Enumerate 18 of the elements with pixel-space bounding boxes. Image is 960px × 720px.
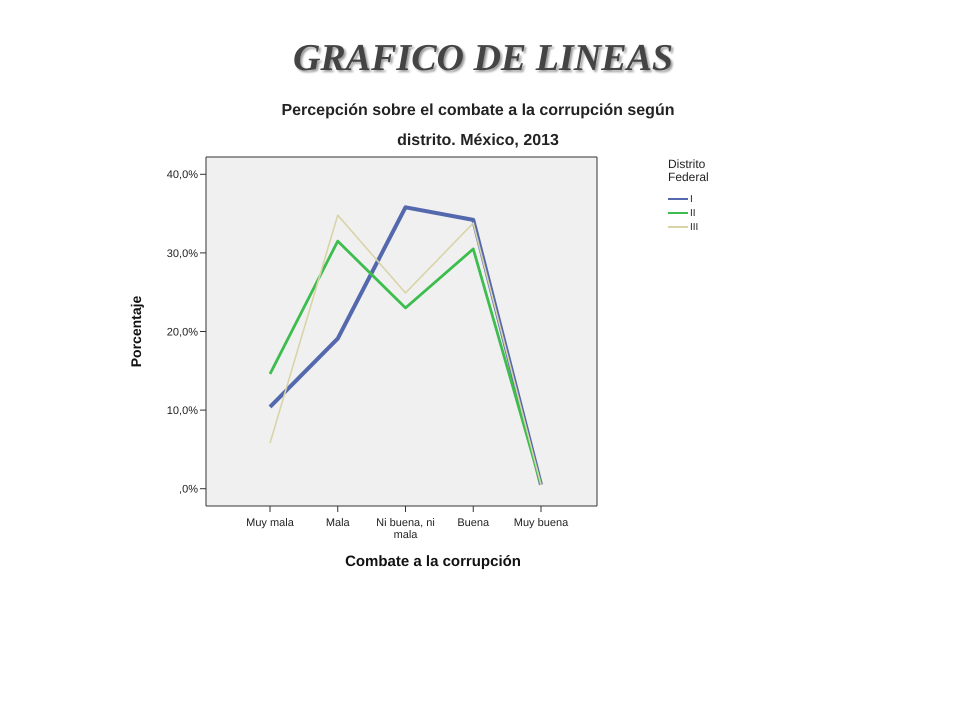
y-axis-title: Porcentaje xyxy=(128,295,144,368)
x-tick-label: Muy mala xyxy=(246,517,295,529)
x-tick-label: Mala xyxy=(326,517,351,529)
y-tick-label: 10,0% xyxy=(166,405,198,418)
chart-title: GRAFICO DE LINEAS xyxy=(292,36,674,80)
legend-title: Distrito Federal xyxy=(668,157,710,184)
y-tick-label: ,0% xyxy=(179,484,198,496)
y-tick-label: 40,0% xyxy=(166,169,198,182)
chart-subtitle: Percepción sobre el combate a la corrupción según distrito. México, 2013 xyxy=(280,101,676,151)
legend-label: II xyxy=(690,208,696,218)
x-tick-label: Ni buena, ni mala xyxy=(376,517,435,541)
x-tick-label: Buena xyxy=(457,517,490,529)
y-tick-label: 20,0% xyxy=(166,326,198,338)
y-tick-label: 30,0% xyxy=(166,248,198,260)
x-tick-label: Muy buena xyxy=(514,517,570,529)
legend-label: III xyxy=(690,222,698,232)
x-axis-title: Combate a la corrupción xyxy=(344,553,522,570)
legend-label: I xyxy=(690,194,693,204)
